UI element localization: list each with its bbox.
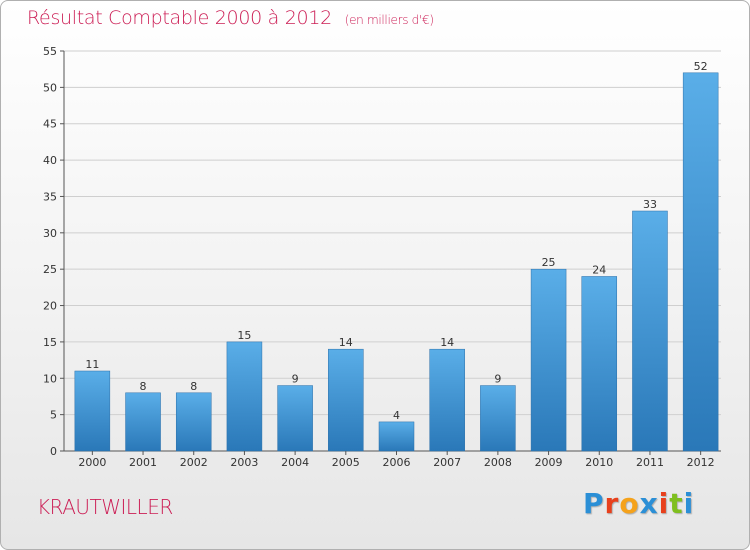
chart-title: Résultat Comptable 2000 à 2012 <box>27 7 332 29</box>
bar <box>226 341 263 452</box>
logo-letter: x <box>639 487 659 520</box>
logo-letter: t <box>669 487 684 520</box>
data-label: 14 <box>339 336 353 349</box>
proxiti-logo: Proxiti <box>583 487 694 520</box>
chart-subtitle: (en milliers d'€) <box>344 13 434 27</box>
bar <box>682 72 719 452</box>
y-tick-label: 10 <box>43 372 57 385</box>
bar <box>328 348 364 452</box>
data-label: 8 <box>190 380 197 393</box>
bar <box>581 276 618 452</box>
y-tick-label: 15 <box>43 336 57 349</box>
data-label: 33 <box>643 198 657 211</box>
data-label: 25 <box>542 256 556 269</box>
x-tick-label: 2001 <box>129 456 157 469</box>
x-tick-label: 2010 <box>585 456 613 469</box>
x-tick-label: 2004 <box>281 456 309 469</box>
data-label: 8 <box>140 380 147 393</box>
x-tick-label: 2009 <box>535 456 563 469</box>
data-label: 24 <box>592 263 606 276</box>
logo-letter: i <box>658 487 670 520</box>
commune-name: KRAUTWILLER <box>37 495 173 519</box>
bar <box>175 392 212 452</box>
bar <box>480 385 516 452</box>
chart-title-block: Résultat Comptable 2000 à 2012 (en milli… <box>27 7 434 29</box>
y-tick-label: 55 <box>43 45 57 58</box>
data-label: 9 <box>494 373 501 386</box>
x-tick-label: 2000 <box>78 456 106 469</box>
bar <box>530 268 567 452</box>
logo-letter: o <box>619 487 640 520</box>
y-tick-label: 30 <box>43 227 57 240</box>
y-tick-label: 20 <box>43 300 57 313</box>
x-tick-label: 2002 <box>180 456 208 469</box>
data-label: 11 <box>85 358 99 371</box>
bar <box>429 348 465 452</box>
logo-letter: i <box>683 487 695 520</box>
data-label: 52 <box>694 60 708 73</box>
y-tick-label: 50 <box>43 81 57 94</box>
x-tick-label: 2003 <box>230 456 258 469</box>
y-tick-label: 25 <box>43 263 57 276</box>
bar <box>125 392 161 452</box>
y-tick-label: 0 <box>50 445 57 458</box>
x-tick-label: 2012 <box>687 456 715 469</box>
bar <box>277 385 313 452</box>
y-tick-label: 45 <box>43 118 57 131</box>
data-label: 4 <box>393 409 400 422</box>
logo-letter: P <box>583 487 605 520</box>
x-tick-label: 2005 <box>332 456 360 469</box>
data-label: 9 <box>292 373 299 386</box>
x-tick-label: 2011 <box>636 456 664 469</box>
y-tick-label: 35 <box>43 190 57 203</box>
y-tick-label: 40 <box>43 154 57 167</box>
bar <box>632 210 668 452</box>
bar <box>74 370 111 452</box>
bar <box>378 421 415 452</box>
data-label: 14 <box>440 336 454 349</box>
x-tick-label: 2006 <box>383 456 411 469</box>
x-tick-label: 2007 <box>433 456 461 469</box>
y-tick-label: 5 <box>50 409 57 422</box>
logo-letter: r <box>604 487 620 520</box>
x-tick-label: 2008 <box>484 456 512 469</box>
data-label: 15 <box>237 329 251 342</box>
